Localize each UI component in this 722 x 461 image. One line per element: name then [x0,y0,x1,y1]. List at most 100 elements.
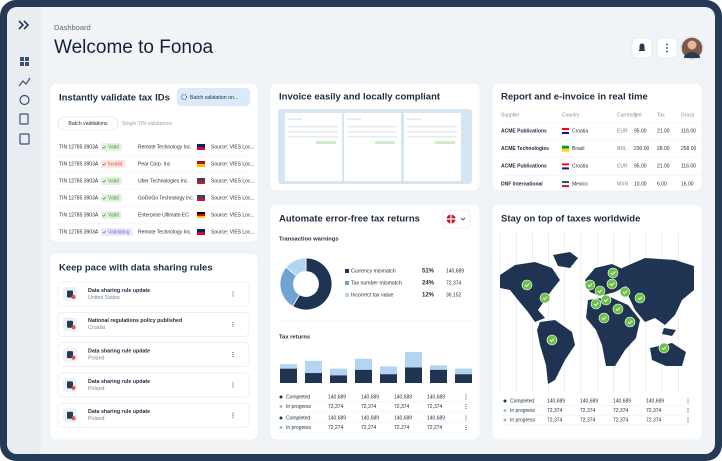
cell: ACME Publications [501,128,547,134]
cell: 28.00 [657,146,670,152]
map-marker-check [610,271,616,276]
map-marker[interactable] [594,285,606,297]
map-marker[interactable] [607,267,619,279]
cell: 72,374 [547,408,563,414]
button-label[interactable]: Batch validation on... [190,95,238,101]
label: Data sharing rule update [88,349,150,355]
map-marker[interactable] [624,316,636,328]
map-marker[interactable] [600,294,612,306]
bar-segment [380,366,397,375]
more-icon[interactable] [465,394,467,396]
map-marker[interactable] [546,334,558,346]
more-icon[interactable] [687,411,689,414]
tab[interactable] [57,116,119,131]
map-marker[interactable] [619,286,631,298]
map-marker[interactable] [590,298,602,310]
more-icon[interactable] [465,405,467,408]
rule-item[interactable] [57,402,250,428]
more-icon[interactable] [232,414,234,416]
map-marker[interactable] [658,342,670,354]
section-title: Tax returns [279,335,310,341]
breadcrumb: Dashboard [54,23,91,32]
cell: 21.00 [657,128,670,134]
more-icon[interactable] [232,323,234,325]
nav-dashboard[interactable] [25,62,29,66]
map-marker-check [661,346,667,351]
count-label: 140,689 [446,268,464,274]
nav-dashboard[interactable] [20,57,24,61]
more-icon[interactable] [232,321,234,323]
nav-reports[interactable] [18,77,31,87]
tab-label[interactable]: Batch validations [68,121,108,127]
more-icon[interactable] [465,398,467,400]
more-icon[interactable] [687,419,689,421]
map-marker[interactable] [612,303,624,315]
map-marker[interactable] [634,292,646,304]
more-icon[interactable] [465,426,467,429]
more-icon[interactable] [687,398,689,400]
more-icon[interactable] [687,407,689,410]
more-icon[interactable] [687,402,689,404]
rule-item[interactable] [57,372,250,398]
nav-downloads[interactable] [19,133,30,145]
bar-segment [330,368,347,376]
percent-label: 24% [422,281,435,287]
donut-segment [292,257,333,311]
more-icon[interactable] [465,415,467,417]
more-icon[interactable] [465,417,467,419]
more-icon[interactable] [465,396,467,398]
country-dropdown[interactable] [442,209,471,229]
more-icon[interactable] [465,424,467,427]
more-icon[interactable] [232,354,234,356]
bar-segment [355,358,372,370]
cell: 6.00 [657,181,667,187]
more-icon[interactable] [687,417,689,419]
more-icon[interactable] [465,419,467,421]
nav-dashboard[interactable] [20,62,24,66]
more-icon[interactable] [232,384,234,386]
more-icon[interactable] [232,293,234,295]
column-header: Country [562,112,580,118]
cell: 10.00 [634,181,647,187]
card-title: Invoice easily and locally compliant [279,92,441,103]
more-icon[interactable] [687,421,689,423]
map-marker[interactable] [521,279,533,291]
more-icon[interactable] [232,325,234,327]
nav-dashboard[interactable] [25,57,29,61]
map-marker[interactable] [606,278,618,290]
label: Data sharing rule update [88,409,150,415]
map-marker[interactable] [584,279,596,291]
tab-label[interactable]: Single TIN validations [122,121,172,127]
rule-item[interactable] [57,342,250,367]
rule-item[interactable] [57,281,250,307]
more-icon[interactable] [232,382,234,384]
nav-documents[interactable] [19,113,29,125]
more-icon[interactable] [465,428,467,431]
more-icon[interactable] [232,416,234,418]
donut-segment [285,257,307,277]
rule-item[interactable] [57,311,250,337]
more-icon[interactable] [232,352,234,354]
label: Enterprise Ultimate EC [138,212,189,218]
cell: 140,689 [361,415,379,421]
more-icon[interactable] [465,403,467,406]
flag [562,181,569,184]
more-icon[interactable] [232,412,234,414]
more-icon[interactable] [687,400,689,402]
more-icon[interactable] [232,295,234,297]
more-icon[interactable] [232,386,234,388]
more-icon[interactable] [687,409,689,412]
label: Source: VIES Loc... [211,178,255,184]
map-marker[interactable] [598,312,610,324]
nav-tax[interactable] [19,94,30,106]
more-icon[interactable] [232,291,234,293]
logo[interactable] [18,20,30,30]
more-icon[interactable] [232,356,234,358]
legend-dot [279,395,283,399]
flag [197,161,205,164]
batch-button[interactable] [177,88,250,106]
bar-segment [305,360,322,374]
more-icon[interactable] [465,407,467,410]
map-marker[interactable] [539,292,551,304]
